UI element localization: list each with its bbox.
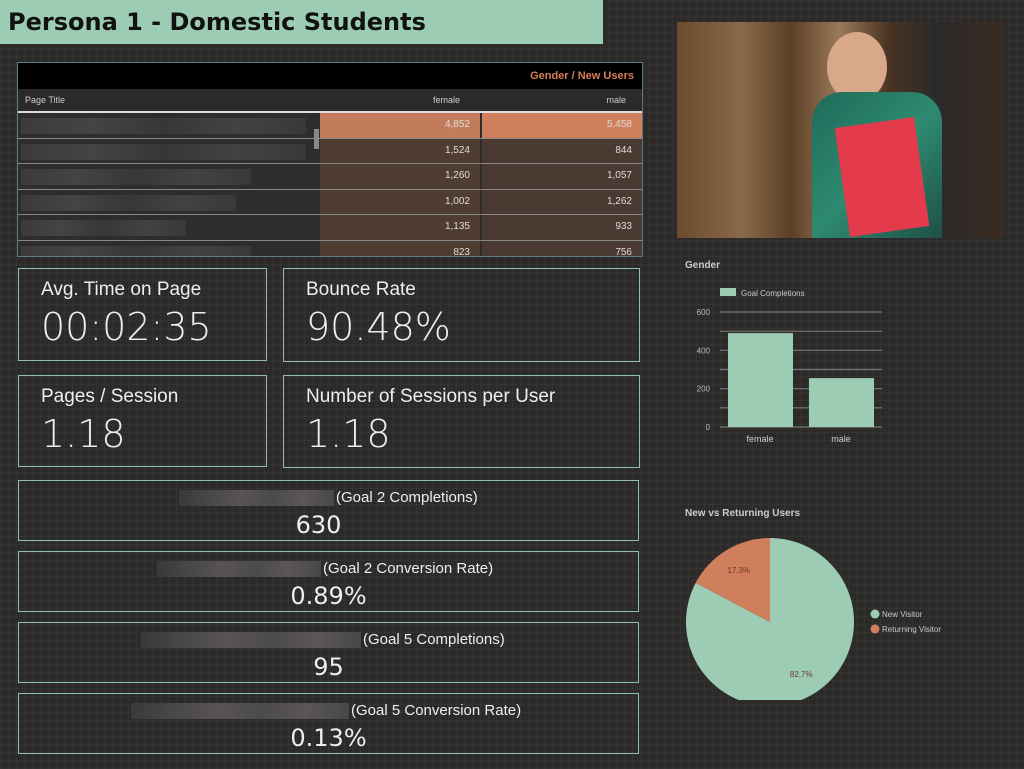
metric-sessions-per-user: Number of Sessions per User 1.18: [283, 375, 640, 468]
goal-value: 0.89%: [290, 582, 367, 610]
goal-label: (Goal 5 Conversion Rate): [351, 702, 522, 719]
new-vs-returning-pie-chart: New vs Returning Users 82.7% 17.3% New Vi…: [685, 508, 941, 700]
goal-label: (Goal 2 Completions): [336, 489, 478, 506]
table-row[interactable]: 823 756: [18, 240, 642, 256]
metric-value: 90.48%: [306, 305, 451, 349]
metric-value: 1.18: [41, 412, 126, 456]
page-title: Persona 1 - Domestic Students: [0, 0, 603, 44]
cell-female: 4,852: [320, 113, 480, 138]
col-male[interactable]: male: [606, 95, 626, 105]
bar-male[interactable]: [809, 378, 874, 427]
redacted-page-title: [21, 245, 251, 256]
chart-title: New vs Returning Users: [685, 508, 800, 519]
y-tick-label: 0: [706, 423, 711, 432]
redacted-page-title: [21, 118, 306, 134]
metric-value: 1.18: [306, 412, 391, 456]
legend-label: Goal Completions: [741, 289, 805, 298]
cell-female: 1,135: [320, 215, 480, 240]
redacted-page-title: [21, 194, 236, 211]
x-tick-label: female: [746, 434, 773, 444]
cell-female: 823: [320, 240, 480, 256]
pie-value-label: 82.7%: [790, 670, 813, 679]
goal-5-completions: (Goal 5 Completions) 95: [18, 622, 639, 683]
metric-label: Bounce Rate: [306, 279, 416, 300]
table-row[interactable]: 4,852 5,458: [18, 113, 642, 139]
cell-male: 1,262: [482, 189, 642, 214]
cell-male: 5,458: [482, 113, 642, 138]
metric-label: Pages / Session: [41, 386, 179, 407]
legend-swatch-returning: [870, 624, 880, 634]
metric-value: 00:02:35: [41, 305, 212, 349]
redacted-page-title: [21, 220, 186, 236]
goal-value: 95: [313, 653, 344, 681]
table-row[interactable]: 1,002 1,262: [18, 189, 642, 215]
metric-avg-time-on-page: Avg. Time on Page 00:02:35: [18, 268, 267, 361]
cell-male: 844: [482, 138, 642, 163]
cell-female: 1,260: [320, 164, 480, 189]
table-row[interactable]: 1,135 933: [18, 215, 642, 241]
metric-label: Number of Sessions per User: [306, 386, 556, 407]
student-photo: [677, 22, 1002, 238]
pie-value-label: 17.3%: [727, 566, 750, 575]
col-female[interactable]: female: [433, 95, 461, 105]
col-page-title[interactable]: Page Title: [25, 95, 66, 105]
goal-label: (Goal 5 Completions): [363, 631, 505, 648]
cell-male: 1,057: [482, 164, 642, 189]
legend-new-visitor: New Visitor: [882, 610, 923, 619]
metric-pages-per-session: Pages / Session 1.18: [18, 375, 267, 467]
goal-2-conversion-rate: (Goal 2 Conversion Rate) 0.89%: [18, 551, 639, 612]
goal-2-completions: (Goal 2 Completions) 630: [18, 480, 639, 541]
gender-bar-chart: Gender Goal Completions 0 200 400 600 female…: [685, 260, 882, 444]
metric-label: Avg. Time on Page: [41, 279, 202, 300]
goal-value: 630: [295, 511, 342, 539]
y-tick-label: 600: [697, 308, 711, 317]
pie-slice-new[interactable]: [686, 538, 854, 700]
table-header-title: Gender / New Users: [18, 63, 642, 89]
table-row[interactable]: 1,260 1,057: [18, 164, 642, 190]
x-tick-label: male: [831, 434, 851, 444]
legend-swatch-new: [870, 609, 880, 619]
legend-returning-visitor: Returning Visitor: [882, 625, 941, 634]
y-tick-label: 400: [697, 346, 711, 355]
legend-swatch: [720, 288, 736, 296]
table-scrollbar[interactable]: [314, 129, 319, 149]
goal-5-conversion-rate: (Goal 5 Conversion Rate) 0.13%: [18, 693, 639, 754]
table-row[interactable]: 1,524 844: [18, 138, 642, 164]
cell-male: 933: [482, 215, 642, 240]
cell-female: 1,524: [320, 138, 480, 163]
bar-female[interactable]: [728, 333, 793, 427]
gender-new-users-table: Gender / New Users Page Title female mal…: [17, 62, 643, 257]
table-column-headers: Page Title female male: [18, 89, 642, 113]
cell-female: 1,002: [320, 189, 480, 214]
pie-slice-returning[interactable]: [695, 538, 770, 622]
chart-title: Gender: [685, 260, 720, 271]
goal-value: 0.13%: [290, 724, 367, 752]
redacted-page-title: [21, 143, 306, 160]
cell-male: 756: [482, 240, 642, 256]
goal-label: (Goal 2 Conversion Rate): [323, 560, 494, 577]
metric-bounce-rate: Bounce Rate 90.48%: [283, 268, 640, 362]
y-tick-label: 200: [697, 385, 711, 394]
redacted-page-title: [21, 169, 251, 185]
